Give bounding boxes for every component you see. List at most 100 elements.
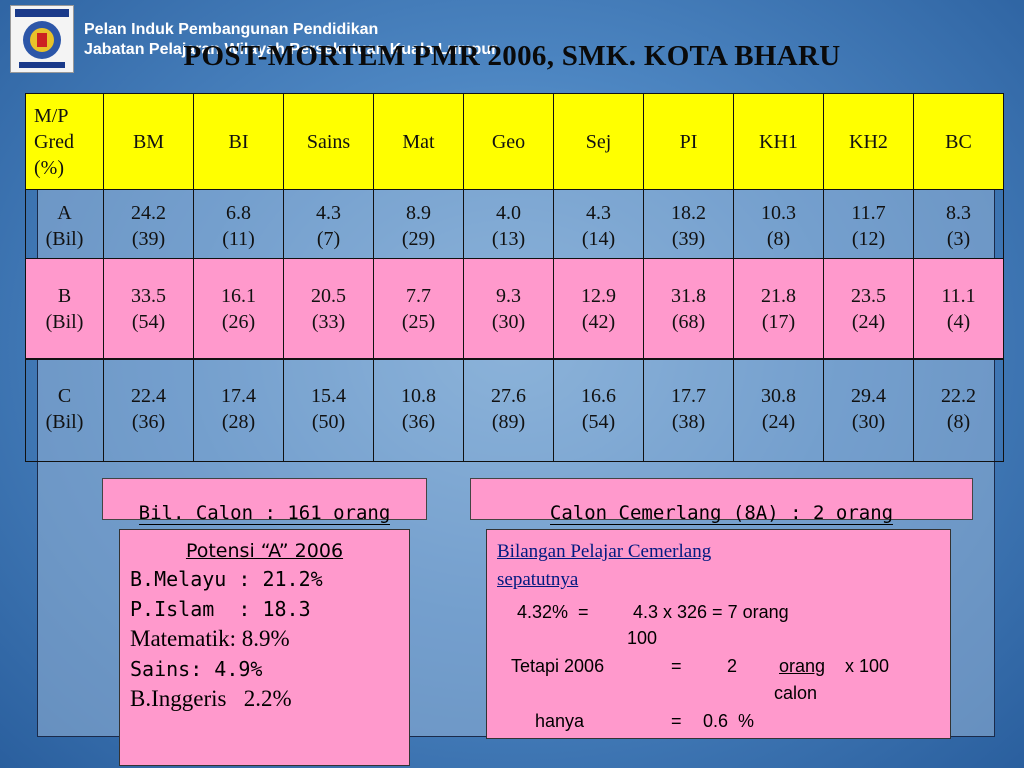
cell-percent: 22.2: [941, 385, 976, 407]
page-title: POST-MORTEM PMR 2006, SMK. KOTA BHARU: [183, 40, 841, 72]
cell-percent: 10.8: [401, 385, 436, 407]
cell-percent: 30.8: [761, 385, 796, 407]
candidates-count-bar: Bil. Calon : 161 orang: [102, 478, 427, 525]
calc-heading-2: sepatutnya: [497, 569, 579, 590]
cell-percent: 7.7: [406, 285, 431, 307]
cell-count: (39): [131, 228, 166, 250]
cell-count: (26): [221, 311, 256, 333]
table-cell: 10.8 (36): [373, 358, 464, 462]
cell-count: (25): [401, 311, 436, 333]
grade-header-line-2: Gred: [34, 130, 74, 153]
potential-line: P.Islam : 18.3: [130, 597, 311, 621]
cell-count: (13): [491, 228, 526, 250]
cell-count: (54): [131, 311, 166, 333]
excellent-candidates-bar: Calon Cemerlang (8A) : 2 orang: [470, 478, 973, 525]
potential-heading: Potensi “A” 2006: [185, 540, 344, 562]
subject-header-sej: Sej: [553, 93, 644, 190]
table-cell: 22.4 (36): [103, 358, 194, 462]
cell-percent: 16.6: [581, 385, 616, 407]
calc-l3-equals: =: [671, 711, 682, 731]
cell-percent: 10.3: [761, 202, 796, 224]
table-cell: 8.9 (29): [373, 189, 464, 260]
jabatan-logo: [10, 5, 74, 73]
grade-cell: A (Bil): [25, 189, 104, 260]
cell-count: (4): [946, 311, 971, 333]
cell-percent: 20.5: [311, 285, 346, 307]
cell-count: (50): [311, 411, 346, 433]
table-cell: 29.4 (30): [823, 358, 914, 462]
table-cell: 24.2 (39): [103, 189, 194, 260]
calc-l2-value: 2: [727, 656, 738, 676]
table-cell: 17.4 (28): [193, 358, 284, 462]
table-cell: 27.6 (89): [463, 358, 554, 462]
cell-percent: 23.5: [851, 285, 886, 307]
cell-count: (42): [581, 311, 616, 333]
calc-l2-denominator: calon: [774, 683, 818, 703]
cell-count: (11): [222, 228, 255, 250]
potential-line: Matematik: 8.9%: [130, 626, 290, 651]
table-cell: 10.3 (8): [733, 189, 824, 260]
subject-header-bc: BC: [913, 93, 1004, 190]
subject-header-geo: Geo: [463, 93, 554, 190]
table-cell: 9.3 (30): [463, 258, 554, 360]
table-cell: 31.8 (68): [643, 258, 734, 360]
grade-header-line-3: (%): [34, 156, 64, 179]
grade-header-line-1: M/P: [34, 104, 69, 127]
subject-header-bm: BM: [103, 93, 194, 190]
table-cell: 23.5 (24): [823, 258, 914, 360]
table-row-grade-b: B (Bil) 33.5 (54) 16.1 (26) 20.5 (33) 7.7 (2…: [25, 258, 1006, 360]
table-cell: 16.6 (54): [553, 358, 644, 462]
table-cell: 4.0 (13): [463, 189, 554, 260]
grade-cell: C (Bil): [25, 358, 104, 462]
cell-count: (36): [401, 411, 436, 433]
cell-count: (54): [581, 411, 616, 433]
cell-percent: 11.7: [851, 202, 886, 224]
cell-percent: 29.4: [851, 385, 886, 407]
cell-percent: 12.9: [581, 285, 616, 307]
grade-sub: (Bil): [45, 411, 84, 433]
cell-percent: 31.8: [671, 285, 706, 307]
grade-cell: B (Bil): [25, 258, 104, 360]
cell-percent: 15.4: [311, 385, 346, 407]
subject-header-kh2: KH2: [823, 93, 914, 190]
cell-percent: 6.8: [226, 202, 251, 224]
cell-count: (14): [581, 228, 616, 250]
calc-l2-numerator: orang: [779, 656, 826, 676]
subject-header-sains: Sains: [283, 93, 374, 190]
cell-percent: 18.2: [671, 202, 706, 224]
cell-percent: 11.1: [941, 285, 976, 307]
cell-count: (17): [761, 311, 796, 333]
cell-percent: 4.3: [316, 202, 341, 224]
cell-percent: 9.3: [496, 285, 521, 307]
table-header-row: M/P Gred (%) BM BI Sains Mat Geo Sej PI …: [25, 93, 1006, 190]
cell-percent: 4.0: [496, 202, 521, 224]
calc-l1-percent: 4.32% =: [517, 602, 589, 622]
cell-count: (8): [946, 411, 971, 433]
cell-percent: 21.8: [761, 285, 796, 307]
cell-percent: 33.5: [131, 285, 166, 307]
subject-header-mat: Mat: [373, 93, 464, 190]
cell-count: (30): [491, 311, 526, 333]
cell-count: (39): [671, 228, 706, 250]
cell-count: (33): [311, 311, 346, 333]
calc-l2-label: Tetapi 2006: [511, 656, 605, 676]
table-cell: 17.7 (38): [643, 358, 734, 462]
potential-line: B.Melayu : 21.2%: [130, 567, 323, 591]
cell-percent: 17.4: [221, 385, 256, 407]
subject-header-kh1: KH1: [733, 93, 824, 190]
subject-header-pi: PI: [643, 93, 734, 190]
cell-percent: 16.1: [221, 285, 256, 307]
table-cell: 11.7 (12): [823, 189, 914, 260]
table-cell: 7.7 (25): [373, 258, 464, 360]
grade-label: C: [57, 385, 72, 407]
grade-header-cell: M/P Gred (%): [25, 93, 104, 190]
cell-count: (36): [131, 411, 166, 433]
org-line-2: Jabatan Pelajaran Wilayah Persekutuan Ku…: [84, 41, 498, 58]
cell-count: (29): [401, 228, 436, 250]
cell-percent: 24.2: [131, 202, 166, 224]
cell-count: (12): [851, 228, 886, 250]
cell-percent: 27.6: [491, 385, 526, 407]
table-cell: 30.8 (24): [733, 358, 824, 462]
table-cell: 11.1 (4): [913, 258, 1004, 360]
cell-count: (68): [671, 311, 706, 333]
